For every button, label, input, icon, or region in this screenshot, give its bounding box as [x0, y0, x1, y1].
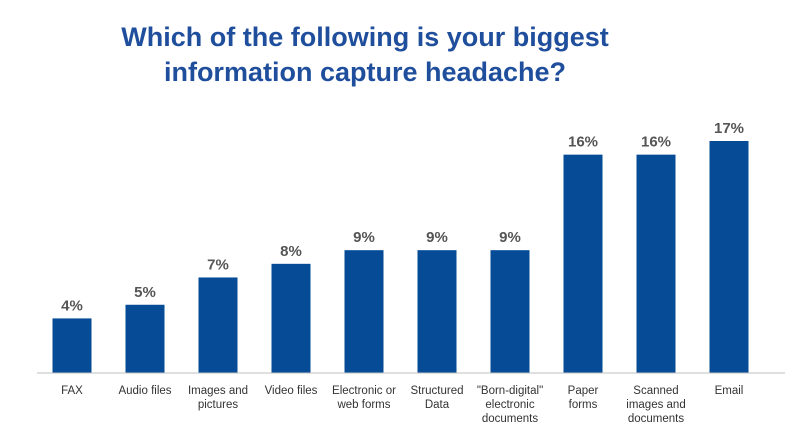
- x-tick-label-2: Audio files: [118, 385, 171, 397]
- bar-4: [271, 263, 311, 373]
- bar-1: [52, 318, 92, 373]
- x-tick-label-3: Images and pictures: [188, 385, 248, 411]
- data-label-6: 9%: [426, 229, 448, 246]
- bar-9: [636, 154, 676, 373]
- bar-6: [417, 250, 457, 373]
- x-tick-label-8: Paper forms: [568, 385, 599, 411]
- x-tick-label-10: Email: [715, 385, 744, 397]
- data-label-9: 16%: [641, 134, 671, 151]
- x-tick-label-4: Video files: [265, 385, 318, 397]
- data-labels-layer: 4% 5% 7% 8% 9% 9% 9% 16% 16% 17%: [61, 120, 744, 314]
- x-tick-label-1: FAX: [61, 385, 83, 397]
- data-label-5: 9%: [353, 229, 375, 246]
- data-label-2: 5%: [134, 284, 156, 301]
- bar-7: [490, 250, 530, 373]
- bar-3: [198, 277, 238, 373]
- bar-8: [563, 154, 603, 373]
- data-label-1: 4%: [61, 297, 83, 314]
- data-label-8: 16%: [568, 134, 598, 151]
- chart-title: Which of the following is your biggest i…: [0, 20, 730, 90]
- data-label-7: 9%: [499, 229, 521, 246]
- x-tick-label-7: "Born-digital" electronic documents: [477, 385, 543, 425]
- bar-2: [125, 304, 165, 373]
- x-tick-label-9: Scanned images and documents: [626, 385, 685, 425]
- bar-10: [709, 141, 749, 373]
- data-label-3: 7%: [207, 256, 229, 273]
- data-label-4: 8%: [280, 243, 302, 260]
- x-tick-label-6: Structured Data: [410, 385, 463, 411]
- data-label-10: 17%: [714, 120, 744, 137]
- bar-5: [344, 250, 384, 373]
- x-tick-label-5: Electronic or web forms: [332, 385, 396, 411]
- chart-title-line-1: Which of the following is your biggest: [121, 22, 609, 52]
- bars-layer: [52, 141, 749, 373]
- tick-labels-layer: FAX Audio files Images and pictures Video fi…: [61, 385, 743, 425]
- chart-title-line-2: information capture headache?: [163, 57, 567, 87]
